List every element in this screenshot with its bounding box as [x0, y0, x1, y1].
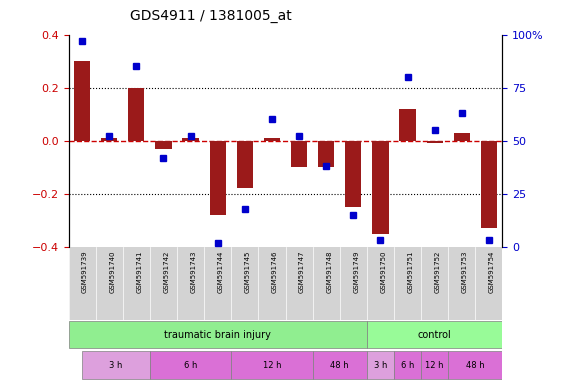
- Text: traumatic brain injury: traumatic brain injury: [164, 330, 271, 340]
- Text: GSM591741: GSM591741: [136, 250, 142, 293]
- Bar: [400, 109, 416, 141]
- Bar: [345, 141, 361, 207]
- Text: GSM591751: GSM591751: [408, 250, 413, 293]
- FancyBboxPatch shape: [313, 351, 367, 379]
- Text: control: control: [418, 330, 452, 340]
- FancyBboxPatch shape: [421, 351, 448, 379]
- FancyBboxPatch shape: [367, 351, 394, 379]
- Text: GSM591754: GSM591754: [489, 250, 495, 293]
- Bar: [454, 133, 470, 141]
- Text: GSM591749: GSM591749: [353, 250, 359, 293]
- FancyBboxPatch shape: [367, 321, 502, 348]
- Text: GDS4911 / 1381005_at: GDS4911 / 1381005_at: [130, 9, 292, 23]
- Bar: [427, 141, 443, 143]
- Bar: [183, 138, 199, 141]
- FancyBboxPatch shape: [150, 351, 231, 379]
- Text: 3 h: 3 h: [109, 361, 123, 369]
- Text: GSM591748: GSM591748: [326, 250, 332, 293]
- Bar: [74, 61, 90, 141]
- Text: 12 h: 12 h: [263, 361, 281, 369]
- Text: GSM591752: GSM591752: [435, 250, 441, 293]
- Text: GSM591743: GSM591743: [191, 250, 196, 293]
- Text: GSM591753: GSM591753: [462, 250, 468, 293]
- Text: 6 h: 6 h: [401, 361, 414, 369]
- Text: 48 h: 48 h: [466, 361, 485, 369]
- Text: 48 h: 48 h: [331, 361, 349, 369]
- Text: GSM591740: GSM591740: [109, 250, 115, 293]
- FancyBboxPatch shape: [69, 321, 367, 348]
- Text: GSM591747: GSM591747: [299, 250, 305, 293]
- Text: 6 h: 6 h: [184, 361, 197, 369]
- Bar: [237, 141, 253, 189]
- Bar: [372, 141, 389, 233]
- Bar: [128, 88, 144, 141]
- Text: 3 h: 3 h: [374, 361, 387, 369]
- Bar: [264, 138, 280, 141]
- FancyBboxPatch shape: [394, 351, 421, 379]
- Text: GSM591739: GSM591739: [82, 250, 88, 293]
- FancyBboxPatch shape: [82, 351, 150, 379]
- Text: GSM591745: GSM591745: [245, 250, 251, 293]
- Text: 12 h: 12 h: [425, 361, 444, 369]
- FancyBboxPatch shape: [448, 351, 502, 379]
- Bar: [481, 141, 497, 228]
- Text: GSM591742: GSM591742: [163, 250, 170, 293]
- Bar: [101, 138, 118, 141]
- Text: GSM591746: GSM591746: [272, 250, 278, 293]
- Bar: [291, 141, 307, 167]
- FancyBboxPatch shape: [231, 351, 313, 379]
- Bar: [155, 141, 172, 149]
- Text: GSM591744: GSM591744: [218, 250, 224, 293]
- Bar: [210, 141, 226, 215]
- Bar: [318, 141, 335, 167]
- Text: GSM591750: GSM591750: [380, 250, 387, 293]
